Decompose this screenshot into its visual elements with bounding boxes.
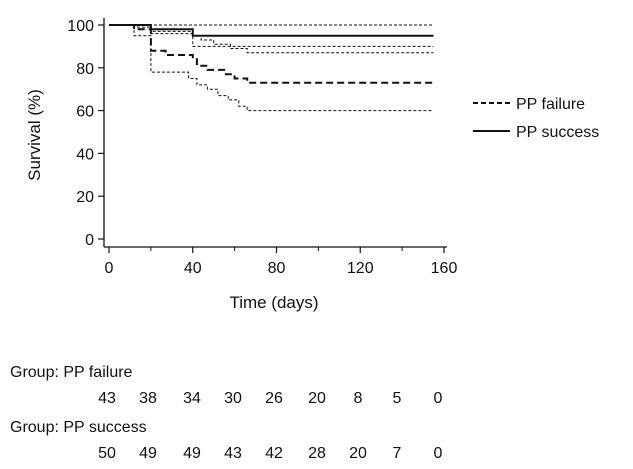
risk-group-label: Group: PP success <box>10 419 147 436</box>
y-tick-label: 60 <box>76 104 94 121</box>
risk-count: 49 <box>183 445 201 462</box>
risk-count: 20 <box>308 390 326 407</box>
x-axis-label: Time (days) <box>229 293 318 312</box>
axes-layer: 0 20 40 60 80 100 0 40 80 120 160 <box>67 18 457 277</box>
risk-count: 30 <box>224 390 242 407</box>
risk-count: 0 <box>434 445 443 462</box>
risk-count: 26 <box>265 390 283 407</box>
risk-group-label: Group: PP failure <box>10 364 133 381</box>
y-axis-label: Survival (%) <box>25 89 44 181</box>
series-0-ci-upper <box>109 24 434 54</box>
risk-count: 49 <box>139 445 157 462</box>
risk-count: 38 <box>139 390 157 407</box>
series-1-line <box>109 24 434 37</box>
series-0-line <box>109 24 434 84</box>
y-tick-label: 100 <box>67 18 94 35</box>
x-tick-label: 40 <box>184 260 202 277</box>
risk-count: 43 <box>224 445 242 462</box>
risk-count: 20 <box>349 445 367 462</box>
risk-count: 8 <box>354 390 363 407</box>
curves-layer <box>109 24 434 112</box>
risk-count: 0 <box>434 390 443 407</box>
x-tick-label: 120 <box>347 260 374 277</box>
y-tick-label: 80 <box>76 61 94 78</box>
series-0-ci-lower <box>109 24 434 112</box>
series-1-ci-lower <box>109 24 434 47</box>
risk-count: 5 <box>393 390 402 407</box>
x-tick-label: 80 <box>268 260 286 277</box>
y-tick-label: 0 <box>85 232 94 249</box>
risk-count: 28 <box>308 445 326 462</box>
x-tick-label: 160 <box>431 260 458 277</box>
y-tick-label: 20 <box>76 189 94 206</box>
legend-label-1: PP success <box>516 124 599 141</box>
risk-count: 7 <box>393 445 402 462</box>
legend: PP failure PP success <box>473 96 599 141</box>
x-tick-label: 0 <box>105 260 114 277</box>
risk-count: 43 <box>98 390 116 407</box>
risk-count: 50 <box>98 445 116 462</box>
y-tick-label: 40 <box>76 146 94 163</box>
legend-label-0: PP failure <box>516 96 585 113</box>
risk-count: 42 <box>265 445 283 462</box>
risk-count: 34 <box>183 390 201 407</box>
